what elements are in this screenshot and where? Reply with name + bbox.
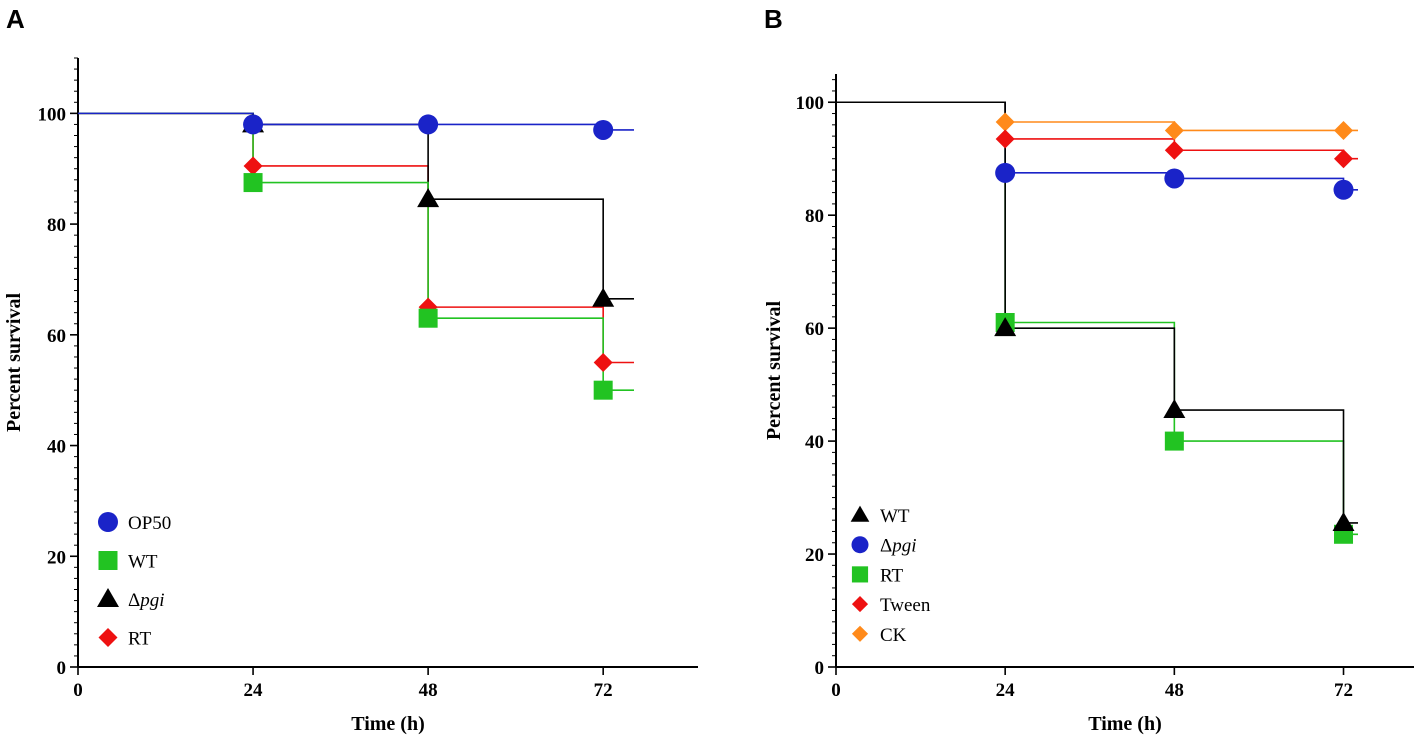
data-point-tween <box>1334 149 1354 169</box>
legend-item-op50: OP50 <box>98 512 171 534</box>
data-point-tween <box>1164 140 1184 160</box>
data-point-rt <box>593 353 613 372</box>
x-axis-title: Time (h) <box>351 713 425 735</box>
data-point-tween <box>995 129 1015 149</box>
y-tick-label: 100 <box>796 93 825 114</box>
data-point-ck <box>1334 120 1354 140</box>
x-tick-label: 24 <box>996 680 1016 701</box>
legend-marker-delta-pgi <box>851 536 869 554</box>
data-point-ck <box>1164 120 1184 140</box>
series-line-rt <box>78 112 634 364</box>
x-tick-label: 0 <box>73 680 83 701</box>
y-tick-label: 40 <box>805 432 824 453</box>
data-points <box>242 113 615 400</box>
legend-item-ck: CK <box>851 625 907 646</box>
x-tick-label: 48 <box>419 680 438 701</box>
legend-label-ck: CK <box>880 625 907 646</box>
data-point-op50 <box>243 114 264 135</box>
x-tick-label: 24 <box>244 680 264 701</box>
legend-item-rt: RT <box>851 565 904 586</box>
data-point-rt <box>243 156 263 176</box>
legend-marker-delta-pgi <box>97 587 119 607</box>
legend-label-wt: WT <box>128 552 158 573</box>
x-tick-label: 0 <box>831 680 841 701</box>
legend-item-rt: RT <box>98 628 152 650</box>
legend-label-delta-pgi: Δpgi <box>128 590 165 611</box>
y-tick-label: 20 <box>47 547 66 568</box>
data-point-op50 <box>418 114 439 135</box>
y-tick-label: 0 <box>57 658 67 679</box>
legend-item-tween: Tween <box>851 595 931 616</box>
legend-item-delta-pgi: Δpgi <box>851 536 917 557</box>
x-tick-label: 72 <box>1334 680 1353 701</box>
survival-curves <box>836 101 1358 536</box>
panel-a-label: A <box>6 4 25 34</box>
legend-label-rt: RT <box>880 565 904 586</box>
series-line-rt <box>836 101 1358 536</box>
y-tick-label: 20 <box>805 545 824 566</box>
legend: OP50 WT Δpgi RT <box>97 512 171 650</box>
y-tick-label: 60 <box>805 319 824 340</box>
x-tick-label: 48 <box>1165 680 1184 701</box>
legend-marker-tween <box>851 596 869 613</box>
data-point-wt <box>994 317 1017 337</box>
data-point-rt <box>1164 431 1184 451</box>
y-tick-label: 60 <box>47 326 66 347</box>
survival-curves <box>78 112 634 391</box>
data-point-delta-pgi <box>417 188 440 208</box>
y-tick-label: 40 <box>47 437 66 458</box>
data-point-delta-pgi <box>995 162 1016 183</box>
legend-label-rt: RT <box>128 629 152 650</box>
y-tick-label: 100 <box>38 104 67 125</box>
y-tick-label: 80 <box>47 215 66 236</box>
panel-a: A 0 20 40 60 80 100 0 24 48 72 Time (h) Percent surv… <box>3 4 698 735</box>
series-line-ck <box>836 101 1358 132</box>
data-point-op50 <box>593 119 614 140</box>
panel-b: B 0 20 40 60 80 100 0 24 48 72 Time (h) Percent surv… <box>763 4 1414 735</box>
legend-label-tween: Tween <box>880 595 931 616</box>
data-point-wt <box>593 380 613 400</box>
legend-marker-rt <box>851 566 869 583</box>
x-tick-label: 72 <box>594 680 613 701</box>
x-axis-title: Time (h) <box>1088 713 1162 735</box>
data-point-delta-pgi <box>1164 168 1185 189</box>
panel-b-label: B <box>764 4 783 34</box>
data-point-wt <box>418 308 438 328</box>
legend-item-wt: WT <box>850 505 910 527</box>
legend-marker-rt <box>98 628 118 647</box>
legend-label-wt: WT <box>880 506 910 527</box>
y-axis-title: Percent survival <box>3 293 25 432</box>
legend-item-delta-pgi: Δpgi <box>97 587 165 611</box>
data-point-wt <box>1163 399 1186 419</box>
y-tick-label: 80 <box>805 206 824 227</box>
series-line-wt <box>78 112 634 391</box>
legend-label-delta-pgi: Δpgi <box>880 536 917 557</box>
legend-marker-op50 <box>98 512 118 532</box>
legend-item-wt: WT <box>98 551 158 573</box>
legend: WT Δpgi RT Tween CK <box>850 505 931 646</box>
data-point-wt <box>1332 511 1355 531</box>
y-axis-title: Percent survival <box>763 301 785 440</box>
series-line-wt <box>836 101 1358 524</box>
series-line-delta-pgi <box>836 101 1358 191</box>
legend-marker-ck <box>851 625 869 642</box>
series-line-delta-pgi <box>78 112 634 300</box>
legend-marker-wt <box>98 551 118 570</box>
data-point-wt <box>243 173 263 193</box>
data-points <box>994 112 1355 544</box>
series-line-op50 <box>78 112 634 131</box>
data-point-delta-pgi <box>592 287 615 307</box>
data-point-delta-pgi <box>1333 179 1354 200</box>
y-tick-label: 0 <box>815 658 825 679</box>
legend-marker-wt <box>850 505 870 522</box>
legend-label-op50: OP50 <box>128 513 171 534</box>
data-point-ck <box>995 112 1015 132</box>
